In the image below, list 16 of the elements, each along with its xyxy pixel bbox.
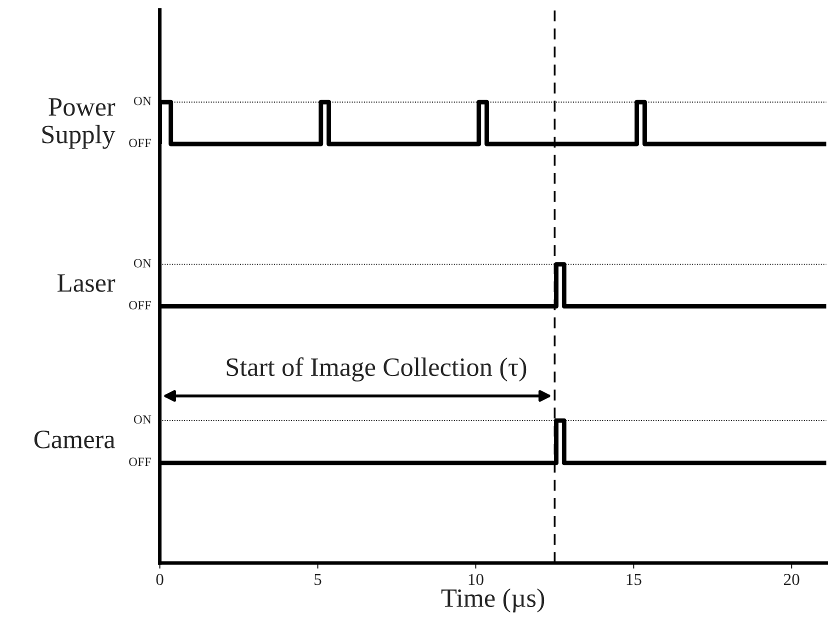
- x-tick-label: 10: [468, 574, 484, 586]
- text: OFF: [129, 458, 152, 466]
- x-tick-label: 20: [784, 574, 800, 586]
- ref-line-label: ON: [134, 96, 152, 106]
- text: OFF: [129, 300, 152, 310]
- x-axis-title: Time (µs): [441, 588, 544, 612]
- x-tick-label: 5: [314, 574, 322, 586]
- series-label: Power Supply: [42, 98, 116, 149]
- ref-line-label: ON: [134, 259, 152, 268]
- annotation: Start of Image Collection (τ): [226, 357, 526, 382]
- series-label: Laser: [58, 274, 116, 292]
- x-tick-label: 15: [626, 574, 642, 586]
- text: OFF: [129, 138, 152, 148]
- ref-line-label: ON: [134, 415, 152, 424]
- series-label: Camera: [34, 430, 115, 448]
- x-tick-label: 0: [156, 574, 164, 586]
